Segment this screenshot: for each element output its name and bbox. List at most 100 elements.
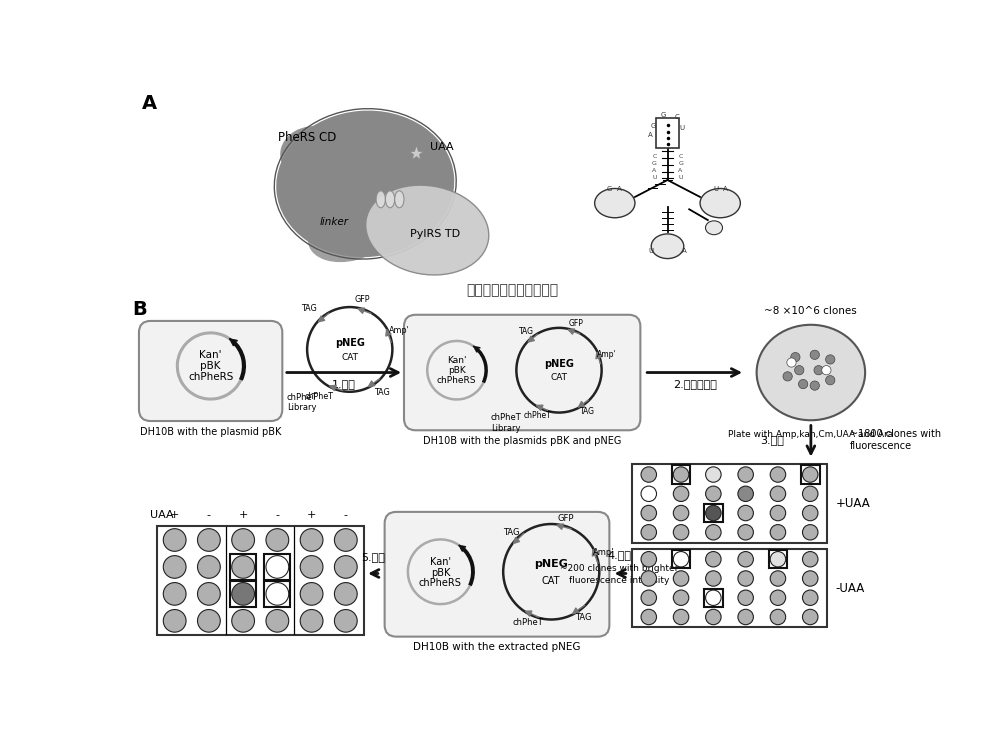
Circle shape [334, 529, 357, 551]
Text: U: U [648, 248, 653, 254]
Circle shape [300, 556, 323, 578]
Circle shape [802, 571, 818, 586]
Text: pBK: pBK [200, 361, 221, 371]
Text: chPheT: chPheT [512, 617, 543, 626]
Text: CAT: CAT [542, 576, 560, 586]
Text: Library: Library [492, 424, 521, 433]
Circle shape [802, 486, 818, 502]
FancyBboxPatch shape [632, 464, 827, 542]
Text: 1.转化: 1.转化 [332, 379, 355, 389]
Circle shape [673, 590, 689, 606]
Circle shape [673, 551, 689, 567]
Circle shape [673, 571, 689, 586]
Circle shape [738, 467, 753, 482]
Circle shape [266, 529, 289, 551]
Text: +: + [238, 510, 248, 520]
Text: DH10B with the plasmid pBK: DH10B with the plasmid pBK [140, 426, 281, 437]
Text: C: C [678, 155, 683, 160]
Circle shape [802, 609, 818, 625]
Text: ~8 ×10^6 clones: ~8 ×10^6 clones [765, 306, 857, 316]
Text: A: A [648, 132, 653, 138]
Text: chPheT: chPheT [286, 392, 317, 402]
Circle shape [232, 556, 255, 578]
Circle shape [787, 358, 796, 367]
Circle shape [641, 505, 657, 521]
Circle shape [802, 525, 818, 540]
Circle shape [232, 583, 255, 606]
Circle shape [706, 486, 721, 502]
Text: chPheRS: chPheRS [188, 372, 233, 382]
Circle shape [738, 571, 753, 586]
Circle shape [770, 505, 786, 521]
Circle shape [641, 551, 657, 567]
FancyBboxPatch shape [632, 549, 827, 627]
Circle shape [770, 609, 786, 625]
Ellipse shape [395, 191, 404, 208]
Text: linker: linker [320, 218, 349, 227]
Ellipse shape [595, 189, 635, 218]
Circle shape [802, 467, 818, 482]
Circle shape [266, 609, 289, 632]
Circle shape [232, 609, 255, 632]
Ellipse shape [276, 111, 454, 257]
Circle shape [641, 571, 657, 586]
Text: GFP: GFP [557, 513, 574, 523]
Circle shape [673, 609, 689, 625]
Circle shape [163, 556, 186, 578]
FancyBboxPatch shape [656, 117, 679, 149]
Ellipse shape [700, 189, 740, 218]
Circle shape [810, 350, 819, 360]
Circle shape [770, 486, 786, 502]
Circle shape [770, 590, 786, 606]
Circle shape [198, 529, 220, 551]
Circle shape [795, 366, 804, 374]
Circle shape [706, 505, 721, 521]
Text: PheRS CD: PheRS CD [278, 132, 336, 144]
Circle shape [673, 486, 689, 502]
FancyBboxPatch shape [385, 512, 609, 637]
Text: -: - [207, 510, 211, 520]
Text: G: G [661, 111, 666, 117]
Text: chPheT: chPheT [491, 413, 522, 423]
Text: +UAA: +UAA [836, 497, 870, 510]
Ellipse shape [385, 191, 395, 208]
Text: +: + [307, 510, 316, 520]
Text: U: U [713, 186, 718, 192]
Text: 4.测序: 4.测序 [607, 550, 631, 560]
Circle shape [163, 583, 186, 606]
Circle shape [706, 525, 721, 540]
Text: TAG: TAG [575, 613, 592, 622]
Circle shape [802, 505, 818, 521]
Circle shape [673, 505, 689, 521]
Circle shape [738, 505, 753, 521]
Text: 3.筛选: 3.筛选 [761, 435, 784, 445]
Text: U: U [652, 175, 657, 181]
Text: Amp': Amp' [597, 350, 617, 360]
Ellipse shape [651, 234, 684, 259]
Text: chPheT: chPheT [305, 392, 334, 401]
Circle shape [198, 556, 220, 578]
FancyBboxPatch shape [139, 321, 282, 421]
Text: A: A [723, 186, 728, 192]
Text: Kan': Kan' [430, 557, 451, 567]
Text: C: C [674, 114, 679, 120]
Text: A: A [617, 186, 622, 192]
Circle shape [163, 609, 186, 632]
Text: Kan': Kan' [199, 350, 222, 360]
Circle shape [673, 525, 689, 540]
Circle shape [770, 571, 786, 586]
Text: A: A [682, 248, 687, 254]
Circle shape [300, 583, 323, 606]
Circle shape [266, 583, 289, 606]
Text: G: G [652, 161, 657, 166]
Circle shape [706, 609, 721, 625]
Circle shape [641, 609, 657, 625]
Text: DH10B with the extracted pNEG: DH10B with the extracted pNEG [413, 643, 581, 652]
Ellipse shape [366, 185, 489, 275]
Text: A: A [678, 168, 683, 173]
Circle shape [300, 529, 323, 551]
Circle shape [802, 590, 818, 606]
Ellipse shape [280, 126, 357, 188]
Text: pNEG: pNEG [544, 359, 574, 369]
Text: GFP: GFP [569, 319, 584, 328]
